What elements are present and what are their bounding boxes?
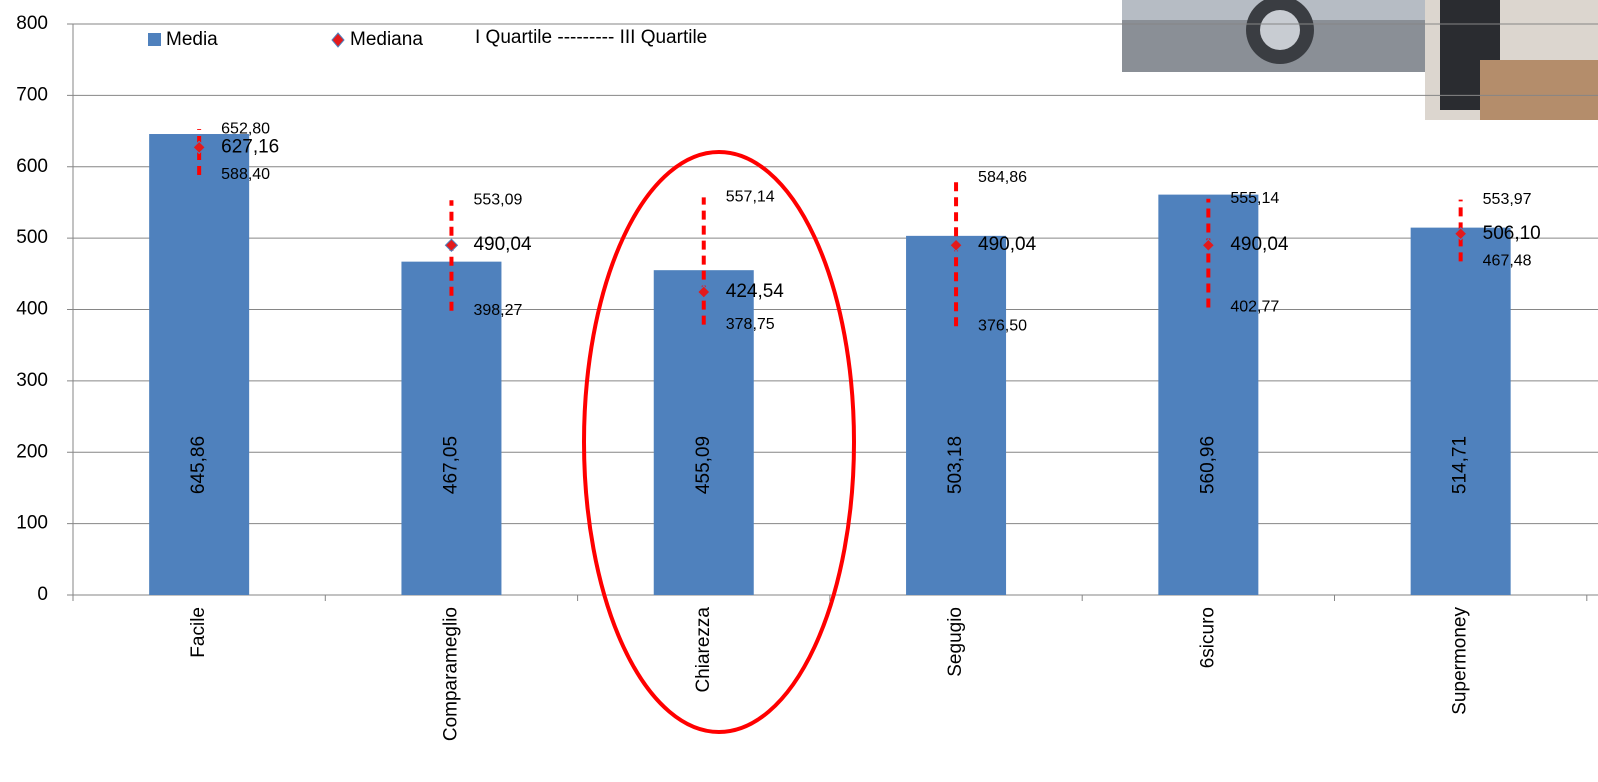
median-label: 627,16 (221, 136, 279, 157)
y-tick-label: 700 (16, 84, 48, 105)
x-tick-label: Facile (188, 607, 209, 658)
q1-label: 402,77 (1230, 299, 1279, 316)
median-label: 506,10 (1483, 223, 1541, 244)
median-label: 490,04 (978, 234, 1037, 255)
y-tick-label: 100 (16, 513, 48, 534)
q3-label: 555,14 (1230, 190, 1279, 207)
q3-label: 652,80 (221, 120, 270, 137)
bar-value-label: 467,05 (440, 436, 461, 494)
legend-swatch (148, 33, 161, 46)
y-tick-label: 300 (16, 370, 48, 391)
q1-label: 467,48 (1483, 253, 1532, 270)
legend: Media Mediana I Quartile --------- III Q… (148, 27, 707, 50)
chart: Media Mediana I Quartile --------- III Q… (0, 0, 1598, 782)
bar-value-label: 560,96 (1197, 436, 1218, 494)
q3-label: 553,97 (1483, 191, 1532, 208)
y-tick-label: 600 (16, 156, 48, 177)
y-tick-label: 400 (16, 299, 48, 320)
x-tick-label: Chiarezza (693, 607, 714, 693)
q3-label: 553,09 (473, 191, 522, 208)
y-tick-label: 800 (16, 13, 48, 34)
q1-label: 588,40 (221, 166, 270, 183)
q1-label: 376,50 (978, 317, 1027, 334)
legend-label: Mediana (350, 29, 423, 50)
legend-label: Media (166, 29, 218, 50)
legend-swatch (332, 33, 344, 47)
bar-value-label: 645,86 (188, 436, 209, 494)
bar-value-label: 503,18 (945, 436, 966, 494)
y-tick-label: 0 (37, 584, 48, 605)
bar-value-label: 455,09 (693, 436, 714, 494)
q1-label: 398,27 (473, 302, 522, 319)
q3-label: 557,14 (726, 189, 775, 206)
median-marker (445, 239, 457, 251)
legend-label: I Quartile --------- III Quartile (475, 27, 707, 48)
y-tick-label: 500 (16, 227, 48, 248)
x-tick-label: Segugio (945, 607, 966, 677)
q3-label: 584,86 (978, 169, 1027, 186)
median-label: 424,54 (726, 281, 785, 302)
q1-label: 378,75 (726, 316, 775, 333)
page: {"chart_data": { "type": "bar", "categor… (0, 0, 1598, 782)
bar-value-label: 514,71 (1450, 436, 1471, 494)
y-tick-label: 200 (16, 441, 48, 462)
photo (1122, 0, 1598, 120)
x-tick-label: Comparameglio (440, 607, 461, 741)
x-tick-label: 6sicuro (1197, 607, 1218, 668)
bar (149, 134, 249, 595)
x-tick-label: Supermoney (1450, 607, 1471, 715)
bar (1411, 228, 1511, 595)
median-label: 490,04 (1230, 234, 1289, 255)
median-label: 490,04 (473, 234, 532, 255)
